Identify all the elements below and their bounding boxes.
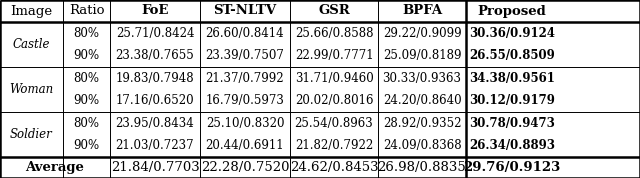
Text: 24.20/0.8640: 24.20/0.8640 <box>383 94 461 107</box>
Text: 22.28/0.7520: 22.28/0.7520 <box>201 161 289 174</box>
Text: 26.34/0.8893: 26.34/0.8893 <box>469 139 555 152</box>
Text: 28.92/0.9352: 28.92/0.9352 <box>383 117 461 130</box>
Text: FoE: FoE <box>141 4 169 17</box>
Text: 90%: 90% <box>74 49 100 62</box>
Text: 90%: 90% <box>74 139 100 152</box>
Text: Proposed: Proposed <box>477 4 547 17</box>
Text: Castle: Castle <box>13 38 51 51</box>
Text: 25.66/0.8588: 25.66/0.8588 <box>295 27 373 40</box>
Text: 26.55/0.8509: 26.55/0.8509 <box>469 49 555 62</box>
Text: 25.09/0.8189: 25.09/0.8189 <box>383 49 461 62</box>
Text: Woman: Woman <box>10 83 54 96</box>
Text: 25.54/0.8963: 25.54/0.8963 <box>294 117 373 130</box>
Text: 26.60/0.8414: 26.60/0.8414 <box>205 27 284 40</box>
Text: 19.83/0.7948: 19.83/0.7948 <box>116 72 195 85</box>
Text: 17.16/0.6520: 17.16/0.6520 <box>116 94 195 107</box>
Text: 25.10/0.8320: 25.10/0.8320 <box>205 117 284 130</box>
Text: 30.78/0.9473: 30.78/0.9473 <box>469 117 555 130</box>
Text: 23.39/0.7507: 23.39/0.7507 <box>205 49 284 62</box>
Text: 16.79/0.5973: 16.79/0.5973 <box>205 94 284 107</box>
Text: 21.84/0.7703: 21.84/0.7703 <box>111 161 200 174</box>
Text: Soldier: Soldier <box>10 128 53 141</box>
Text: 21.37/0.7992: 21.37/0.7992 <box>205 72 284 85</box>
Text: 80%: 80% <box>74 72 99 85</box>
Text: 80%: 80% <box>74 27 99 40</box>
Text: 30.33/0.9363: 30.33/0.9363 <box>383 72 461 85</box>
Text: 34.38/0.9561: 34.38/0.9561 <box>469 72 555 85</box>
Text: 30.36/0.9124: 30.36/0.9124 <box>469 27 555 40</box>
Text: 29.22/0.9099: 29.22/0.9099 <box>383 27 461 40</box>
Text: Ratio: Ratio <box>68 4 104 17</box>
Text: 30.12/0.9179: 30.12/0.9179 <box>469 94 555 107</box>
Text: 23.38/0.7655: 23.38/0.7655 <box>116 49 195 62</box>
Text: 26.98/0.8835: 26.98/0.8835 <box>378 161 467 174</box>
Text: 90%: 90% <box>74 94 100 107</box>
Text: 20.44/0.6911: 20.44/0.6911 <box>205 139 284 152</box>
Text: 25.71/0.8424: 25.71/0.8424 <box>116 27 195 40</box>
Text: 23.95/0.8434: 23.95/0.8434 <box>116 117 195 130</box>
Text: 20.02/0.8016: 20.02/0.8016 <box>295 94 373 107</box>
Text: 80%: 80% <box>74 117 99 130</box>
Text: Image: Image <box>10 4 52 17</box>
Text: 29.76/0.9123: 29.76/0.9123 <box>463 161 561 174</box>
Text: 24.62/0.8453: 24.62/0.8453 <box>290 161 378 174</box>
Text: ST-NLTV: ST-NLTV <box>213 4 276 17</box>
Text: 22.99/0.7771: 22.99/0.7771 <box>294 49 373 62</box>
Text: GSR: GSR <box>318 4 350 17</box>
Text: 21.03/0.7237: 21.03/0.7237 <box>116 139 195 152</box>
Text: BPFA: BPFA <box>402 4 442 17</box>
Text: 24.09/0.8368: 24.09/0.8368 <box>383 139 461 152</box>
Text: 31.71/0.9460: 31.71/0.9460 <box>294 72 373 85</box>
Text: Average: Average <box>26 161 84 174</box>
Text: 21.82/0.7922: 21.82/0.7922 <box>295 139 373 152</box>
